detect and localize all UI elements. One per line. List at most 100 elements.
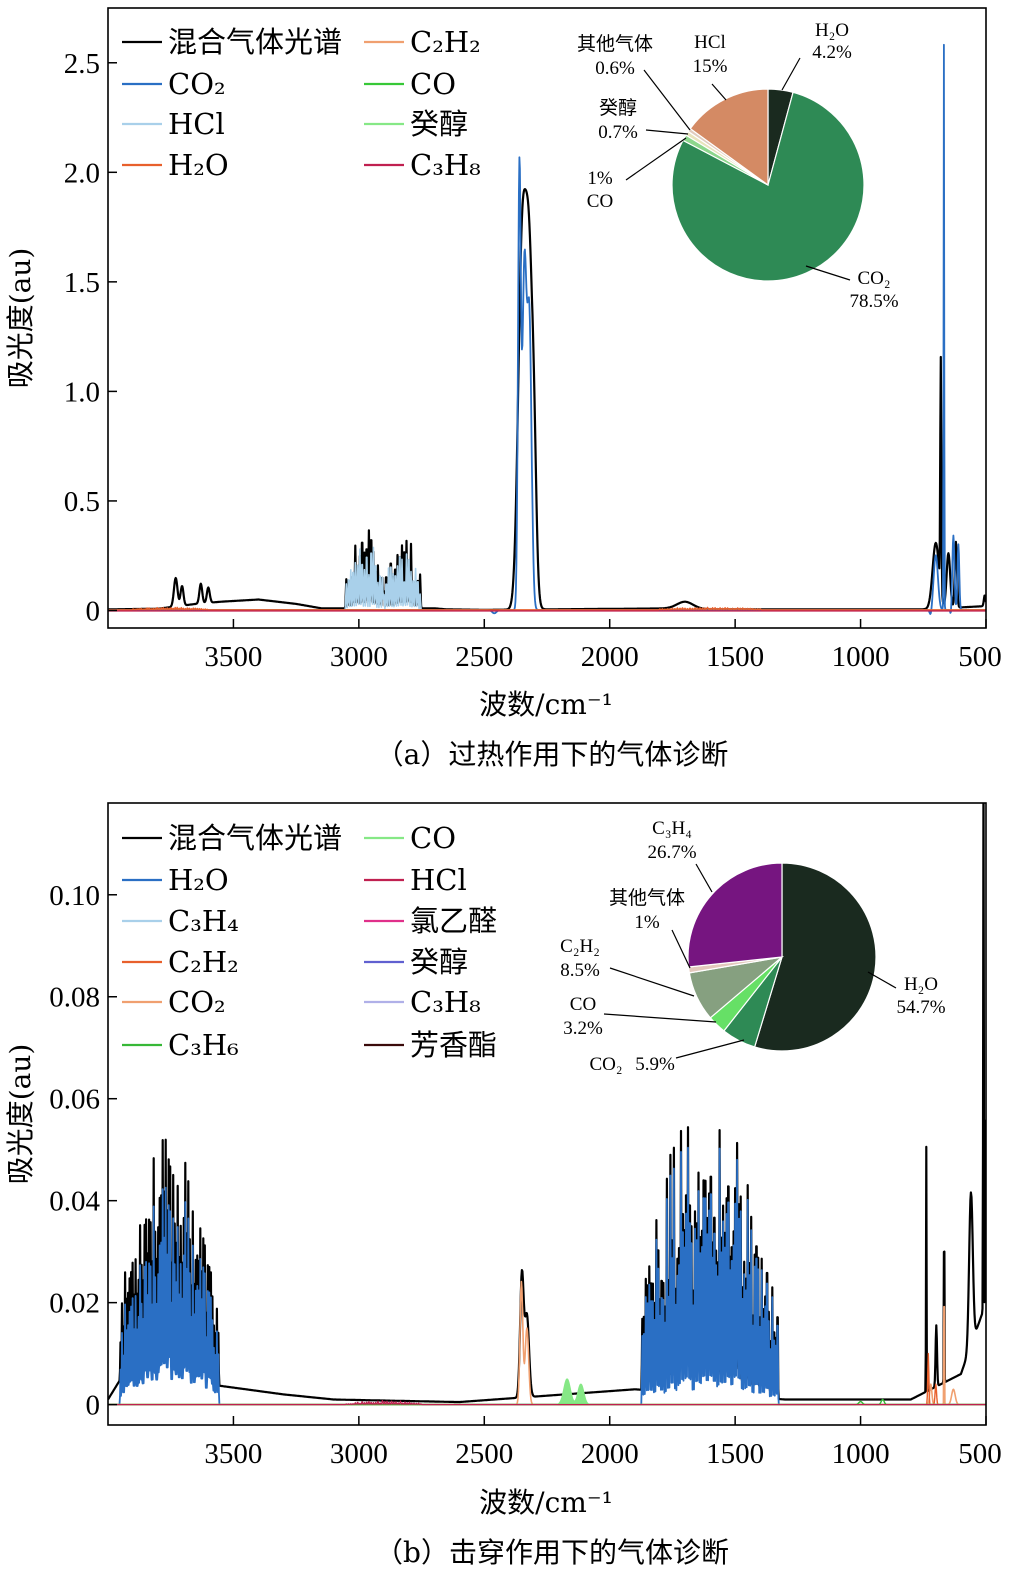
panel-b-series-line-3 bbox=[108, 1352, 986, 1406]
pie-a-leader-co2 bbox=[805, 265, 851, 281]
panel-b-xtick-label-2000: 2000 bbox=[581, 1438, 639, 1470]
pie-a-label-decanol: 癸醇 bbox=[599, 97, 637, 119]
panel-b-series-line-2 bbox=[108, 1280, 986, 1406]
panel-a-ytick-label-2: 1.0 bbox=[64, 376, 100, 408]
legend-b-label-c3h4: C₃H₄ bbox=[168, 904, 239, 938]
panel-a-y-axis-label: 吸光度(au) bbox=[4, 248, 37, 389]
panel-a-ytick-label-1: 0.5 bbox=[64, 486, 100, 518]
panel-a-ytick-label-4: 2.0 bbox=[64, 157, 100, 189]
panel-b-xtick-label-500: 500 bbox=[958, 1438, 1002, 1470]
panel-b-xtick-label-3500: 3500 bbox=[204, 1438, 262, 1470]
pie-b-leader-other bbox=[671, 929, 691, 969]
pie-a-label-co2: CO₂ bbox=[857, 268, 890, 289]
panel-b-series-line-4 bbox=[108, 1378, 986, 1406]
panel-b: 3500 3000 2500 2000 1500 1000 500 0 0.02 0.04 0.06… bbox=[4, 802, 1002, 1569]
panel-a-xtick-label-500: 500 bbox=[958, 641, 1002, 673]
panel-a-pie-slice-5 bbox=[689, 88, 769, 187]
panel-a-series-line-0 bbox=[108, 188, 986, 611]
legend-b-label-co: CO bbox=[410, 821, 456, 855]
legend-a-label-c2h2: C₂H₂ bbox=[410, 25, 481, 59]
legend-a-label-co2: CO₂ bbox=[168, 67, 226, 101]
panel-a-inset-pie bbox=[671, 88, 865, 282]
panel-a-caption: （a）过热作用下的气体诊断 bbox=[376, 738, 729, 771]
pie-a-value-co: 1% bbox=[587, 168, 613, 189]
panel-a-series-group bbox=[108, 43, 986, 615]
panel-b-caption: （b）击穿作用下的气体诊断 bbox=[375, 1536, 729, 1569]
legend-b-label-h2o: H₂O bbox=[168, 863, 229, 897]
panel-b-y-axis-label: 吸光度(au) bbox=[4, 1044, 37, 1185]
pie-a-value-other: 0.6% bbox=[595, 58, 635, 79]
legend-a-label-h2o: H₂O bbox=[168, 148, 229, 182]
pie-b-label-h2o: H₂O bbox=[904, 974, 938, 995]
panel-b-xtick-label-1500: 1500 bbox=[706, 1438, 764, 1470]
panel-a-series-line-2 bbox=[108, 43, 986, 615]
panel-a-xtick-label-3500: 3500 bbox=[204, 641, 262, 673]
pie-a-leader-decanol bbox=[645, 129, 689, 135]
pie-a-value-h2o: 4.2% bbox=[812, 42, 852, 63]
pie-b-leader-h2o bbox=[867, 971, 897, 989]
panel-a-xtick-label-1500: 1500 bbox=[706, 641, 764, 673]
panel-b-ytick-label-1: 0.02 bbox=[49, 1288, 100, 1320]
legend-a-label-co: CO bbox=[410, 67, 456, 101]
panel-a-plot-frame bbox=[107, 7, 987, 629]
panel-a: 3500 3000 2500 2000 1500 1000 500 0 0.5 1.0 1.5 2.0… bbox=[4, 7, 1002, 771]
pie-b-label-co2: CO₂ bbox=[589, 1054, 622, 1075]
pie-b-value-co2: 5.9% bbox=[635, 1054, 675, 1075]
panel-b-x-axis-label: 波数/cm⁻¹ bbox=[479, 1486, 613, 1519]
legend-a-label-c3h8: C₃H₈ bbox=[410, 148, 481, 182]
legend-b-label-c3h6: C₃H₆ bbox=[168, 1028, 239, 1062]
panel-a-ytick-label-5: 2.5 bbox=[64, 48, 100, 80]
panel-b-xtick-label-3000: 3000 bbox=[330, 1438, 388, 1470]
pie-a-label-hcl: HCl bbox=[694, 32, 726, 53]
pie-a-label-other: 其他气体 bbox=[577, 33, 653, 55]
legend-b-label-aromatic-ester: 芳香酯 bbox=[410, 1028, 497, 1062]
panel-a-xtick-label-3000: 3000 bbox=[330, 641, 388, 673]
pie-b-value-co: 3.2% bbox=[563, 1018, 603, 1039]
pie-a-value-decanol: 0.7% bbox=[598, 122, 638, 143]
pie-b-leader-c3h4 bbox=[695, 863, 713, 893]
pie-b-label-c2h2: C₂H₂ bbox=[560, 936, 600, 957]
pie-a-leader-other bbox=[643, 69, 691, 131]
pie-b-value-h2o: 54.7% bbox=[896, 997, 945, 1018]
panel-a-pie-slice-1 bbox=[671, 91, 865, 282]
pie-a-value-hcl: 15% bbox=[693, 56, 728, 77]
pie-a-leader-hcl bbox=[711, 83, 727, 101]
pie-b-value-c2h2: 8.5% bbox=[560, 960, 600, 981]
pie-a-leader-co bbox=[625, 137, 687, 181]
panel-a-legend: 混合气体光谱 CO₂ HCl H₂O C₂H₂ CO 癸醇 C₃H₈ bbox=[122, 25, 481, 182]
legend-b-label-c2h2: C₂H₂ bbox=[168, 945, 239, 979]
pie-b-value-c3h4: 26.7% bbox=[647, 842, 696, 863]
panel-b-series-fill-4 bbox=[108, 1379, 986, 1405]
panel-a-axis-ticks: 3500 3000 2500 2000 1500 1000 500 0 0.5 1.0 1.5 2.0… bbox=[64, 48, 1002, 673]
panel-a-xtick-label-2000: 2000 bbox=[581, 641, 639, 673]
panel-b-pie-slice-0 bbox=[753, 862, 877, 1052]
panel-b-series-line-6 bbox=[108, 1400, 986, 1406]
pie-b-leader-co2 bbox=[675, 1039, 745, 1059]
panel-b-xtick-label-1000: 1000 bbox=[832, 1438, 890, 1470]
pie-b-label-co: CO bbox=[570, 994, 596, 1015]
legend-a-label-mixture: 混合气体光谱 bbox=[168, 25, 342, 59]
panel-b-axis-ticks: 3500 3000 2500 2000 1500 1000 500 0 0.02 0.04 0.06… bbox=[49, 880, 1002, 1470]
panel-b-ytick-label-2: 0.04 bbox=[49, 1186, 100, 1218]
panel-a-pie-labels: H₂O 4.2% CO₂ 78.5% 1% CO 癸醇 0.7% 其他气体 0.… bbox=[577, 20, 899, 312]
legend-b-label-decanol: 癸醇 bbox=[410, 945, 468, 979]
pie-b-label-other: 其他气体 bbox=[609, 887, 685, 909]
panel-b-series-group bbox=[108, 803, 986, 1406]
panel-b-ytick-label-5: 0.10 bbox=[49, 880, 100, 912]
pie-a-label-h2o: H₂O bbox=[815, 20, 849, 41]
panel-a-ytick-label-3: 1.5 bbox=[64, 267, 100, 299]
panel-a-series-line-3 bbox=[108, 606, 986, 611]
legend-a-label-decanol: 癸醇 bbox=[410, 107, 468, 141]
legend-b-label-co2: CO₂ bbox=[168, 985, 226, 1019]
pie-a-leader-h2o bbox=[781, 57, 801, 91]
panel-b-series-line-0 bbox=[108, 803, 986, 1404]
legend-b-label-chloroacetaldehyde: 氯乙醛 bbox=[410, 904, 497, 938]
legend-b-label-hcl: HCl bbox=[410, 863, 467, 897]
panel-b-legend: 混合气体光谱 H₂O C₃H₄ C₂H₂ CO₂ C₃H₆ CO HCl 氯乙醛… bbox=[122, 821, 497, 1062]
panel-b-plot-frame bbox=[107, 802, 987, 1426]
panel-b-ytick-label-3: 0.06 bbox=[49, 1084, 100, 1116]
pie-a-value-co2: 78.5% bbox=[849, 291, 898, 312]
pie-a-label-co: CO bbox=[587, 191, 613, 212]
legend-b-label-mixture: 混合气体光谱 bbox=[168, 821, 342, 855]
